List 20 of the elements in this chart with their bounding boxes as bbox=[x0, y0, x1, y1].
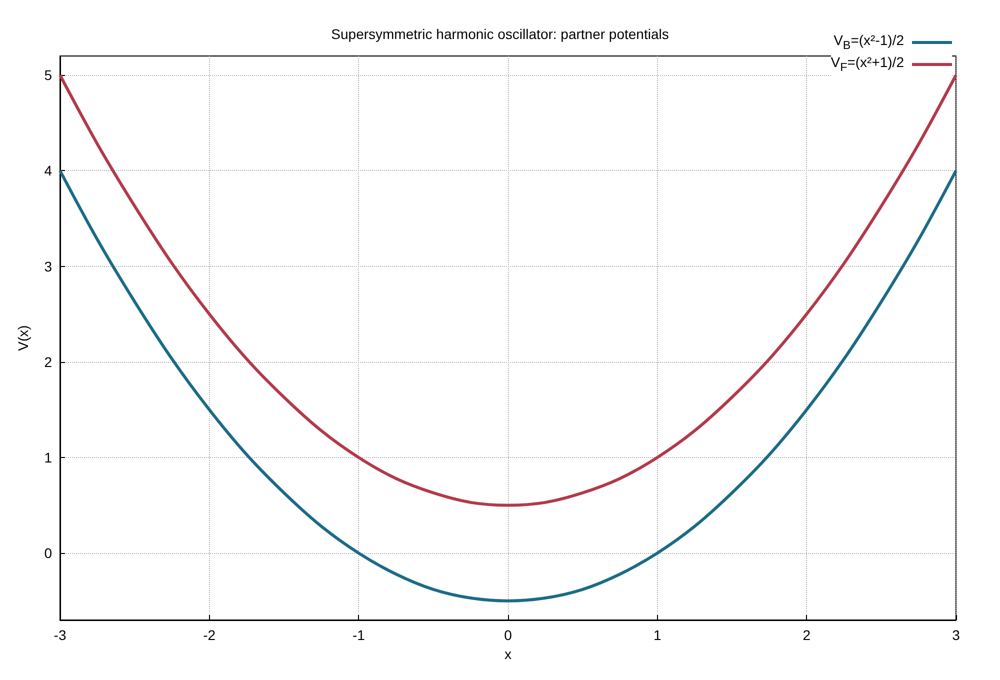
x-tick-label: 0 bbox=[504, 627, 512, 643]
chart-title: Supersymmetric harmonic oscillator: partner potentials bbox=[331, 26, 669, 42]
line-series bbox=[58, 74, 958, 507]
y-tick-label: 2 bbox=[44, 354, 52, 370]
x-tick-label: -2 bbox=[203, 627, 216, 643]
y-tick-label: 3 bbox=[44, 258, 52, 274]
x-tick-label: 2 bbox=[802, 627, 811, 643]
y-tick-label: 0 bbox=[44, 545, 52, 562]
x-tick-label: 1 bbox=[653, 627, 662, 643]
legend-label: V$_{F}$=(x²+1)/2 bbox=[830, 54, 904, 76]
x-tick-label: -3 bbox=[54, 627, 66, 643]
y-tick-label: 1 bbox=[44, 449, 52, 466]
legend-label: V$_{B}$=(x²-1)/2 bbox=[834, 32, 904, 54]
line-series bbox=[58, 169, 958, 602]
x-axis-title: x bbox=[504, 646, 512, 662]
x-tick-label: -1 bbox=[352, 627, 366, 643]
x-tick-label: 3 bbox=[952, 627, 960, 643]
y-tick-label: 5 bbox=[44, 67, 52, 84]
y-axis-title: V(x) bbox=[15, 325, 31, 351]
y-tick-label: 4 bbox=[44, 162, 52, 179]
